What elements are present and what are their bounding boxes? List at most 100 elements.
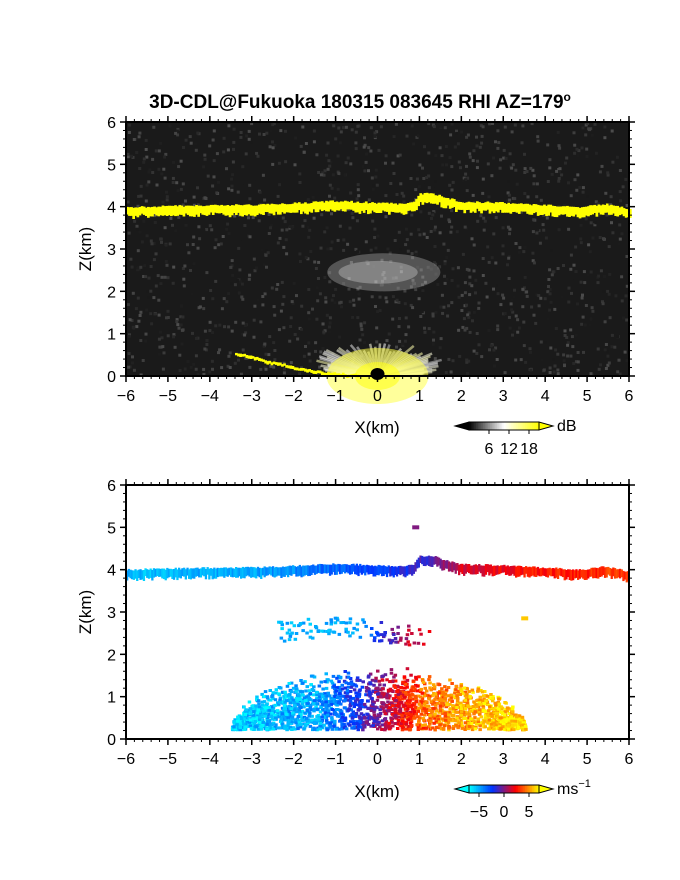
noise-pixel	[579, 241, 583, 245]
noise-pixel	[250, 141, 254, 145]
noise-pixel	[391, 295, 395, 299]
velocity-cell	[293, 710, 298, 714]
velocity-cell	[330, 727, 335, 731]
velocity-cell	[337, 727, 342, 731]
echo-layer-cell	[381, 202, 385, 211]
velocity-cell	[525, 566, 528, 574]
velocity-cell	[249, 711, 254, 715]
velocity-cell	[440, 687, 444, 691]
velocity-cell	[478, 702, 482, 706]
velocity-cell	[332, 708, 337, 712]
velocity-cell	[262, 700, 267, 704]
velocity-cell	[515, 715, 519, 719]
noise-pixel	[295, 294, 298, 298]
noise-pixel	[546, 180, 550, 183]
velocity-cell	[267, 708, 271, 712]
velocity-cell	[383, 692, 387, 696]
noise-pixel	[516, 318, 520, 322]
colorbar-swatch	[495, 422, 498, 430]
echo-layer-cell	[595, 205, 599, 217]
velocity-cell	[280, 722, 285, 726]
noise-pixel	[458, 354, 462, 358]
noise-pixel	[375, 340, 379, 344]
velocity-cell	[538, 568, 541, 577]
velocity-cell	[493, 565, 496, 576]
velocity-cell	[282, 697, 287, 701]
echo-layer-cell	[429, 193, 433, 204]
velocity-cell	[312, 564, 315, 573]
noise-pixel	[307, 341, 311, 345]
velocity-cell	[301, 699, 305, 703]
velocity-cell	[298, 721, 302, 725]
velocity-cell	[324, 698, 328, 702]
velocity-cell	[440, 704, 444, 708]
noise-pixel	[239, 131, 243, 134]
noise-pixel	[501, 226, 505, 230]
colorbar-swatch	[481, 422, 484, 430]
noise-pixel	[497, 141, 501, 145]
noise-pixel	[616, 370, 620, 374]
velocity-cell	[256, 566, 260, 577]
noise-pixel	[553, 307, 557, 311]
echo-layer-cell	[478, 202, 481, 212]
echo-layer-cell	[247, 204, 251, 215]
velocity-cell	[423, 713, 427, 717]
velocity-cell	[565, 570, 568, 580]
colorbar-swatch	[523, 422, 526, 430]
noise-pixel	[164, 259, 168, 263]
velocity-cell	[558, 567, 561, 576]
noise-pixel	[465, 189, 469, 193]
noise-pixel	[444, 145, 448, 148]
velocity-cell	[265, 727, 269, 731]
velocity-cell	[573, 570, 576, 579]
velocity-cell	[262, 711, 266, 715]
velocity-cell	[376, 633, 380, 637]
velocity-cell	[278, 567, 281, 576]
velocity-cell	[265, 722, 269, 726]
velocity-cell	[520, 726, 524, 730]
velocity-cell	[439, 558, 442, 569]
velocity-cell	[442, 724, 447, 728]
velocity-cell	[499, 705, 503, 709]
velocity-cell	[352, 705, 356, 709]
velocity-cell	[413, 687, 417, 691]
echo-layer-cell	[507, 202, 511, 213]
echo-layer-cell	[450, 198, 454, 208]
echo-layer-cell	[501, 202, 504, 213]
velocity-cell	[312, 707, 316, 711]
noise-pixel	[239, 135, 243, 139]
colorbar-velocity-unit: ms−1	[557, 778, 591, 798]
velocity-cell	[279, 636, 284, 640]
colorbar-swatch	[486, 422, 489, 430]
noise-pixel	[535, 231, 539, 235]
noise-pixel	[498, 166, 502, 170]
velocity-cell	[405, 667, 410, 671]
velocity-cell	[568, 569, 571, 580]
velocity-cell	[329, 618, 333, 622]
velocity-cell	[402, 675, 407, 679]
noise-pixel	[218, 348, 222, 352]
noise-pixel	[344, 125, 348, 129]
noise-pixel	[589, 170, 593, 174]
velocity-cell	[301, 621, 306, 625]
noise-pixel	[482, 228, 486, 232]
velocity-cell	[355, 697, 359, 701]
velocity-cell	[372, 639, 377, 643]
colorbar-swatch	[472, 785, 475, 793]
noise-pixel	[589, 317, 593, 321]
echo-layer-cell	[159, 206, 163, 216]
velocity-cell	[349, 685, 354, 689]
velocity-cell	[269, 698, 273, 702]
noise-pixel	[291, 302, 295, 306]
noise-pixel	[596, 202, 600, 206]
noise-pixel	[302, 354, 306, 358]
velocity-cell	[497, 727, 501, 731]
noise-pixel	[306, 257, 310, 261]
velocity-cell	[414, 683, 418, 687]
echo-layer-cell	[287, 365, 291, 369]
echo-layer-cell	[276, 362, 280, 366]
colorbar-swatch	[528, 422, 531, 430]
noise-pixel	[231, 273, 235, 277]
noise-pixel	[492, 348, 496, 352]
